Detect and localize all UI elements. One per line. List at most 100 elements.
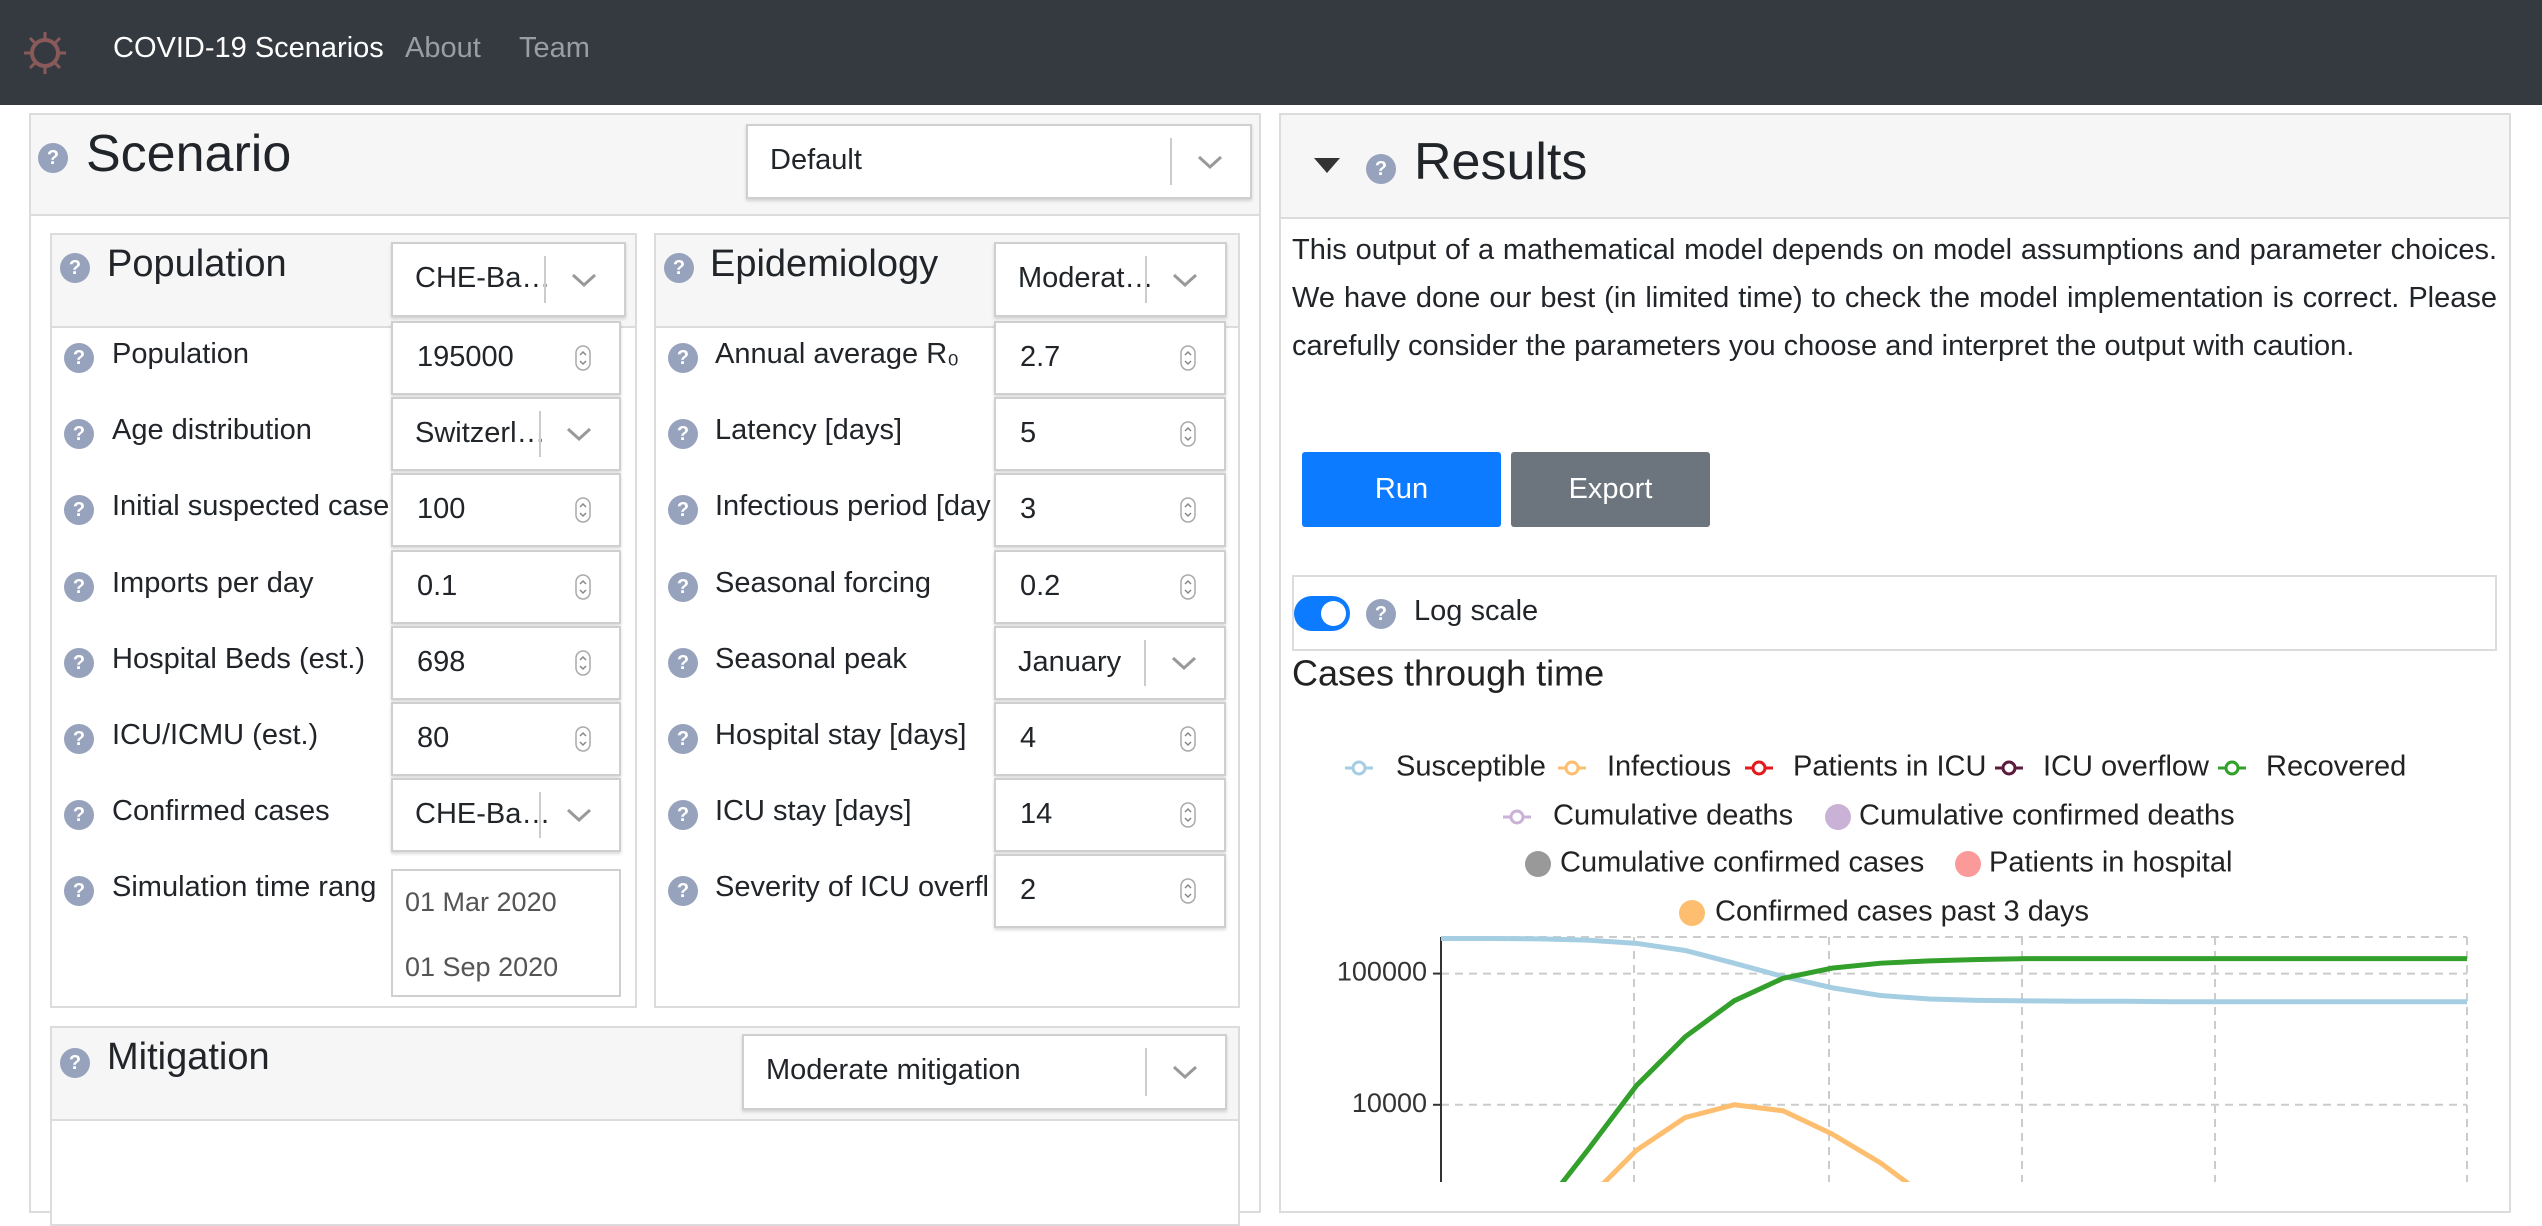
- help-icon[interactable]: [60, 253, 90, 283]
- field-label: Latency [days]: [715, 414, 902, 447]
- number-input[interactable]: 100: [391, 473, 621, 548]
- field-label: Imports per day: [112, 566, 314, 599]
- help-icon[interactable]: [668, 724, 698, 754]
- preset-select[interactable]: CHE-Ba…: [391, 242, 626, 317]
- help-icon[interactable]: [64, 724, 94, 754]
- field-label: Hospital Beds (est.): [112, 642, 366, 675]
- field-label: Seasonal peak: [715, 642, 907, 675]
- field-label: Initial suspected case: [112, 490, 389, 523]
- spinner: [1180, 345, 1196, 371]
- field-label: Hospital stay [days]: [715, 719, 967, 751]
- select-separator: [1145, 1048, 1147, 1096]
- log-scale-row: [1292, 575, 2497, 651]
- spinner: [1180, 497, 1196, 524]
- date[interactable]: 01 Sep 2020: [405, 952, 559, 983]
- field-label: Annual average R₀: [715, 338, 960, 370]
- number-input[interactable]: 14: [994, 778, 1226, 853]
- nav-link[interactable]: Team: [519, 32, 590, 64]
- chevron: [1197, 155, 1223, 169]
- number-input[interactable]: 0.1: [391, 549, 621, 624]
- field-label: Population: [112, 338, 250, 370]
- number-input[interactable]: 2: [994, 854, 1226, 929]
- field-label: Infectious period [day: [715, 490, 991, 523]
- chevron: [566, 809, 592, 823]
- help-icon[interactable]: [60, 1048, 90, 1078]
- spinner: [1180, 421, 1196, 447]
- panel-header: [1281, 115, 2509, 219]
- select-separator: [544, 256, 546, 303]
- field-label: Simulation time rang: [112, 871, 377, 904]
- help-icon[interactable]: [668, 343, 698, 373]
- date-range[interactable]: [391, 869, 621, 998]
- help-icon[interactable]: [668, 647, 698, 678]
- help-icon[interactable]: [668, 495, 698, 526]
- number-input[interactable]: 0.2: [994, 549, 1226, 624]
- export-button[interactable]: Export: [1511, 452, 1710, 527]
- number-input[interactable]: 4: [994, 702, 1226, 776]
- field-label: Seasonal forcing: [715, 566, 932, 599]
- preset-select[interactable]: Default: [746, 124, 1252, 199]
- spinner: [575, 497, 591, 524]
- help-icon[interactable]: [668, 876, 698, 907]
- navbar: COVID-19 Scenarios About Team: [0, 0, 2542, 105]
- spinner: [1180, 573, 1196, 600]
- number-input[interactable]: 2.7: [994, 321, 1226, 395]
- select-separator: [1170, 138, 1172, 185]
- chevron: [1172, 1065, 1198, 1080]
- field-label: Severity of ICU overfl: [715, 871, 989, 904]
- select-separator: [539, 411, 541, 458]
- brand[interactable]: COVID-19 Scenarios: [113, 32, 384, 64]
- help-icon[interactable]: [64, 800, 94, 831]
- number-input[interactable]: 5: [994, 397, 1226, 472]
- panel-title: Population: [107, 243, 287, 285]
- help-icon[interactable]: [64, 495, 94, 526]
- help-icon[interactable]: [668, 571, 698, 602]
- spinner: [1180, 802, 1196, 828]
- toggle-knob: [1321, 601, 1346, 626]
- page: COVID-19 Scenarios About Team Scenario D…: [0, 0, 2542, 1182]
- help-icon[interactable]: [64, 647, 94, 678]
- help-icon[interactable]: [64, 876, 94, 907]
- spinner: [575, 726, 591, 752]
- preset-select[interactable]: Moderate mitigation: [742, 1034, 1227, 1110]
- number-input[interactable]: 3: [994, 473, 1226, 548]
- spinner: [1180, 878, 1196, 905]
- panel-title: Results: [1414, 133, 1588, 191]
- description: This output of a mathematical model depe…: [1292, 234, 2497, 362]
- spinner: [575, 650, 591, 676]
- spinner: [575, 573, 591, 600]
- chevron: [1171, 656, 1197, 670]
- field-label: Confirmed cases: [112, 795, 330, 828]
- help-icon[interactable]: [1366, 599, 1396, 629]
- toggle-label: Log scale: [1414, 595, 1539, 627]
- toggle[interactable]: [1294, 596, 1350, 631]
- field-label: ICU/ICMU (est.): [112, 719, 319, 751]
- help-icon[interactable]: [668, 800, 698, 831]
- collapse-caret[interactable]: [1312, 156, 1342, 176]
- date[interactable]: 01 Mar 2020: [405, 887, 557, 918]
- select-separator: [1145, 256, 1147, 303]
- help-icon[interactable]: [64, 343, 94, 373]
- field-label: ICU stay [days]: [715, 795, 912, 828]
- number-input[interactable]: 80: [391, 702, 621, 776]
- preset-select[interactable]: Moderat…: [994, 242, 1227, 317]
- run-button[interactable]: Run: [1302, 452, 1501, 527]
- number-input[interactable]: 698: [391, 625, 621, 700]
- spinner: [1180, 726, 1196, 752]
- logo[interactable]: [22, 30, 68, 76]
- help-icon[interactable]: [38, 143, 68, 173]
- help-icon[interactable]: [64, 419, 94, 450]
- help-icon[interactable]: [1366, 154, 1396, 184]
- chevron: [571, 273, 597, 287]
- help-icon[interactable]: [64, 571, 94, 602]
- panel-title: Scenario: [86, 125, 292, 183]
- panel-title: Epidemiology: [710, 243, 939, 285]
- nav-link[interactable]: About: [405, 32, 481, 64]
- chevron: [566, 428, 592, 442]
- help-icon[interactable]: [664, 253, 694, 283]
- number-input[interactable]: 195000: [391, 321, 621, 395]
- panel-title: Mitigation: [107, 1036, 270, 1078]
- select-separator: [539, 792, 541, 839]
- help-icon[interactable]: [668, 419, 698, 450]
- chevron: [1172, 273, 1198, 287]
